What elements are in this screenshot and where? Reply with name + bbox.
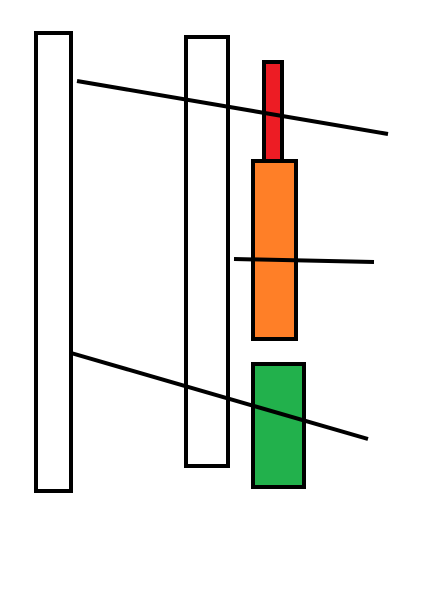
- green-block: [251, 362, 306, 489]
- left-white-bar: [34, 31, 73, 493]
- middle-horizontal-line: [233, 257, 375, 264]
- bottom-diagonal-line: [70, 351, 369, 441]
- top-diagonal-line: [76, 79, 389, 136]
- orange-block: [251, 159, 298, 341]
- middle-white-bar: [184, 35, 230, 468]
